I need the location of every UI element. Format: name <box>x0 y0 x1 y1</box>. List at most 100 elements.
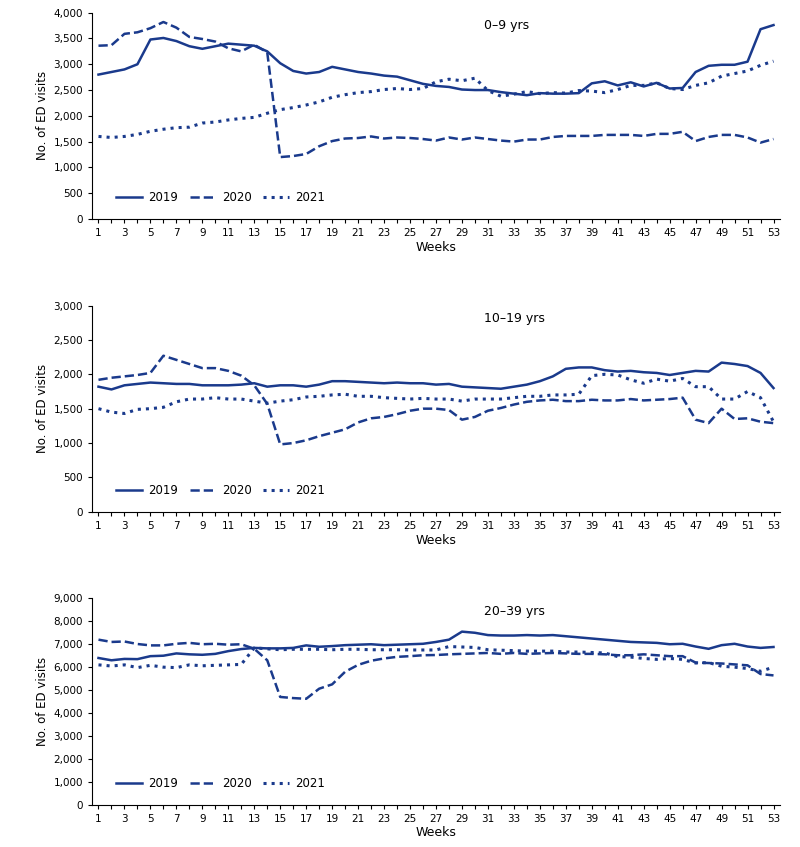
X-axis label: Weeks: Weeks <box>415 827 457 839</box>
2019 <box>626 77 635 87</box>
2021 <box>548 646 558 656</box>
2021 <box>704 78 714 88</box>
2020 <box>561 396 570 407</box>
2019 <box>717 357 726 368</box>
2019 <box>496 384 506 394</box>
Y-axis label: No. of ED visits: No. of ED visits <box>36 364 49 453</box>
Text: 10–19 yrs: 10–19 yrs <box>484 312 545 324</box>
2021 <box>275 645 285 655</box>
2021 <box>769 56 778 66</box>
2020 <box>522 135 532 145</box>
2019 <box>94 653 103 663</box>
2020 <box>275 440 285 450</box>
2020 <box>158 17 168 27</box>
2020 <box>769 418 778 429</box>
2019 <box>535 88 545 98</box>
2020 <box>704 658 714 668</box>
X-axis label: Weeks: Weeks <box>415 534 457 546</box>
2019 <box>639 637 649 647</box>
2019 <box>548 630 558 640</box>
2019 <box>496 87 506 97</box>
Line: 2021: 2021 <box>98 646 774 672</box>
2021 <box>275 396 285 407</box>
2021 <box>106 132 116 142</box>
2019 <box>561 631 570 641</box>
Line: 2021: 2021 <box>98 61 774 137</box>
Y-axis label: No. of ED visits: No. of ED visits <box>36 657 50 746</box>
2020 <box>509 400 518 410</box>
2019 <box>94 382 103 392</box>
2021 <box>94 660 103 670</box>
2021 <box>444 641 454 651</box>
2021 <box>509 89 518 99</box>
2021 <box>483 394 493 404</box>
2020 <box>509 648 518 658</box>
2021 <box>535 89 545 99</box>
2019 <box>509 630 518 640</box>
2021 <box>496 91 506 102</box>
2020 <box>535 648 545 658</box>
Line: 2020: 2020 <box>98 356 774 445</box>
2021 <box>289 102 298 113</box>
2019 <box>509 382 518 392</box>
2021 <box>626 374 635 385</box>
2021 <box>769 417 778 427</box>
2019 <box>548 371 558 381</box>
2020 <box>275 152 285 162</box>
2019 <box>535 376 545 386</box>
2020 <box>94 41 103 51</box>
Text: 0–9 yrs: 0–9 yrs <box>484 19 530 32</box>
2020 <box>302 149 311 159</box>
2020 <box>522 396 532 407</box>
2020 <box>158 351 168 361</box>
Text: 20–39 yrs: 20–39 yrs <box>484 605 545 617</box>
2021 <box>626 80 635 91</box>
Y-axis label: No. of ED visits: No. of ED visits <box>36 71 49 160</box>
2019 <box>769 383 778 393</box>
2021 <box>522 391 532 401</box>
2020 <box>639 396 649 406</box>
2020 <box>639 130 649 141</box>
2021 <box>94 404 103 414</box>
2021 <box>535 646 545 656</box>
2021 <box>704 382 714 392</box>
2021 <box>496 645 506 656</box>
2020 <box>302 694 311 704</box>
2019 <box>275 58 285 69</box>
2019 <box>522 90 532 100</box>
2020 <box>769 670 778 680</box>
Legend: 2019, 2020, 2021: 2019, 2020, 2021 <box>112 772 330 794</box>
Line: 2020: 2020 <box>98 639 774 699</box>
2019 <box>106 656 116 666</box>
2019 <box>626 366 635 376</box>
Line: 2019: 2019 <box>98 632 774 661</box>
2020 <box>769 134 778 144</box>
2020 <box>94 634 103 645</box>
X-axis label: Weeks: Weeks <box>415 241 457 254</box>
2020 <box>275 692 285 702</box>
Line: 2021: 2021 <box>98 374 774 422</box>
Legend: 2019, 2020, 2021: 2019, 2020, 2021 <box>112 186 330 209</box>
2021 <box>626 652 635 662</box>
2019 <box>457 627 466 637</box>
2020 <box>626 650 635 661</box>
2020 <box>509 136 518 147</box>
Legend: 2019, 2020, 2021: 2019, 2020, 2021 <box>112 479 330 501</box>
2020 <box>94 374 103 385</box>
2021 <box>94 131 103 141</box>
2019 <box>522 630 532 640</box>
2019 <box>106 385 116 395</box>
2021 <box>756 667 766 677</box>
2020 <box>496 649 506 659</box>
2019 <box>483 85 493 95</box>
2020 <box>561 130 570 141</box>
2019 <box>769 20 778 30</box>
2021 <box>509 645 518 656</box>
2019 <box>289 380 298 390</box>
2021 <box>496 394 506 404</box>
Line: 2020: 2020 <box>98 22 774 157</box>
2020 <box>548 395 558 405</box>
2019 <box>704 61 714 71</box>
2021 <box>600 369 610 379</box>
Line: 2019: 2019 <box>98 25 774 95</box>
